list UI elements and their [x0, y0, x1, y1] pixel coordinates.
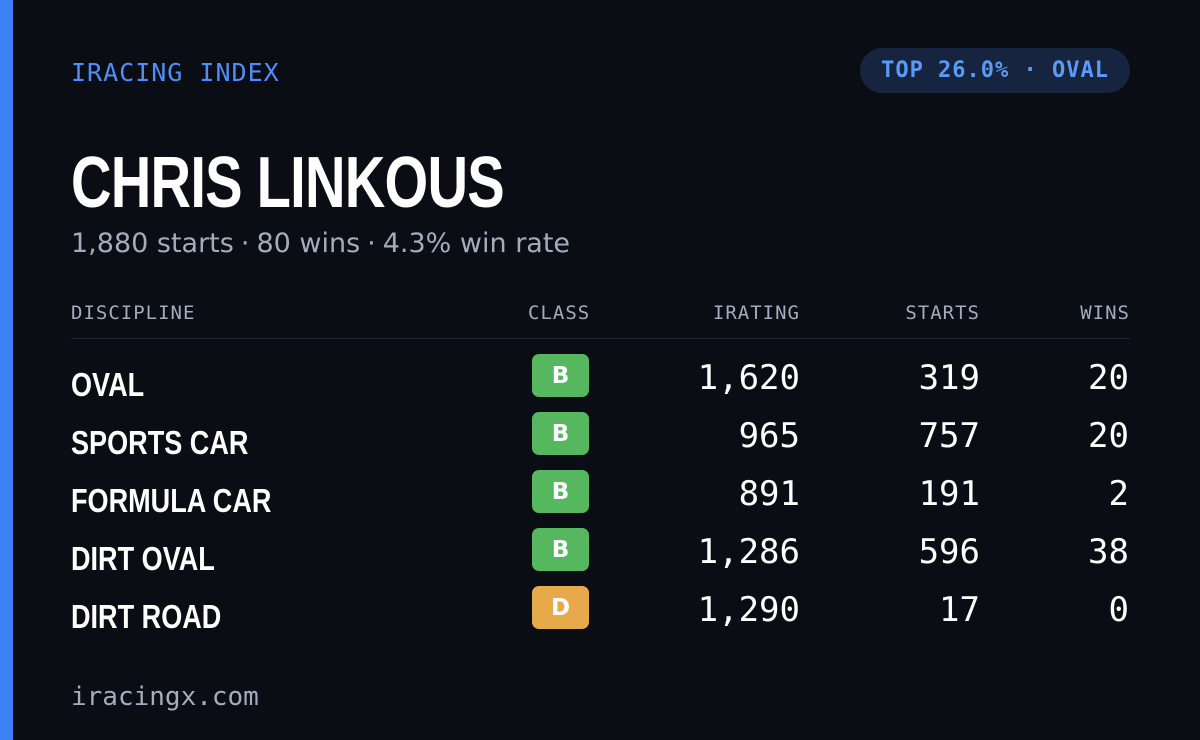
- discipline-name: SPORTS CAR: [71, 424, 249, 461]
- class-badge: B: [532, 354, 589, 397]
- driver-summary: 1,880 starts · 80 wins · 4.3% win rate: [71, 228, 570, 259]
- column-class: CLASS: [528, 302, 591, 324]
- starts-value: 757: [918, 416, 980, 456]
- irating-value: 1,620: [697, 358, 800, 398]
- column-starts: STARTS: [905, 302, 980, 324]
- column-irating: IRATING: [712, 302, 800, 324]
- starts-value: 191: [918, 474, 980, 514]
- wins-value: 20: [1088, 416, 1129, 456]
- table-row: DIRT OVAL B 1,286 596 38: [71, 526, 1130, 584]
- starts-value: 596: [918, 532, 980, 572]
- driver-name: CHRIS LINKOUS: [71, 143, 505, 223]
- discipline-name: DIRT OVAL: [71, 540, 215, 577]
- wins-total: 80 wins: [256, 228, 361, 259]
- discipline-name: DIRT ROAD: [71, 598, 222, 635]
- column-wins: WINS: [1080, 302, 1130, 324]
- class-badge: D: [532, 586, 589, 629]
- class-badge: B: [532, 528, 589, 571]
- discipline-table: OVAL B 1,620 319 20 SPORTS CAR B 965 757…: [71, 352, 1130, 642]
- table-row: SPORTS CAR B 965 757 20: [71, 410, 1130, 468]
- irating-value: 1,286: [697, 532, 800, 572]
- table-row: DIRT ROAD D 1,290 17 0: [71, 584, 1130, 642]
- starts-value: 319: [918, 358, 980, 398]
- rank-badge: TOP 26.0% · OVAL: [860, 48, 1130, 93]
- table-row: OVAL B 1,620 319 20: [71, 352, 1130, 410]
- irating-value: 1,290: [697, 590, 800, 630]
- win-rate: 4.3% win rate: [382, 228, 571, 259]
- starts-value: 17: [939, 590, 980, 630]
- starts-total: 1,880 starts: [71, 228, 234, 259]
- table-header: DISCIPLINE CLASS IRATING STARTS WINS: [71, 300, 1130, 339]
- wins-value: 20: [1088, 358, 1129, 398]
- wins-value: 2: [1108, 474, 1129, 514]
- class-badge: B: [532, 470, 589, 513]
- separator-dot: ·: [367, 228, 376, 259]
- discipline-name: FORMULA CAR: [71, 482, 272, 519]
- class-badge: B: [532, 412, 589, 455]
- wins-value: 38: [1088, 532, 1129, 572]
- discipline-name: OVAL: [71, 366, 145, 403]
- irating-value: 965: [738, 416, 800, 456]
- separator-dot: ·: [240, 228, 250, 259]
- wins-value: 0: [1108, 590, 1129, 630]
- irating-value: 891: [738, 474, 800, 514]
- site-link[interactable]: iracingx.com: [71, 682, 259, 712]
- accent-bar: [0, 0, 13, 740]
- table-row: FORMULA CAR B 891 191 2: [71, 468, 1130, 526]
- brand-title: IRACING INDEX: [71, 58, 280, 87]
- column-discipline: DISCIPLINE: [71, 302, 196, 324]
